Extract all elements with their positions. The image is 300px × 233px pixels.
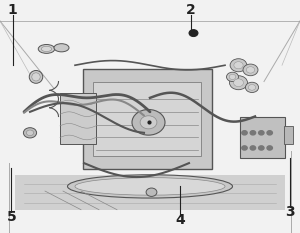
- Polygon shape: [15, 175, 285, 210]
- Ellipse shape: [32, 73, 40, 81]
- Circle shape: [146, 188, 157, 196]
- Ellipse shape: [38, 45, 55, 53]
- Text: 3: 3: [286, 205, 295, 219]
- Ellipse shape: [54, 44, 69, 52]
- Bar: [284, 126, 292, 144]
- Circle shape: [250, 146, 256, 150]
- Circle shape: [245, 82, 259, 93]
- Text: 5: 5: [7, 210, 16, 224]
- Circle shape: [234, 62, 243, 69]
- Circle shape: [267, 131, 272, 135]
- Bar: [60, 93, 96, 144]
- Circle shape: [246, 67, 255, 73]
- Ellipse shape: [41, 46, 52, 51]
- Circle shape: [250, 131, 256, 135]
- Circle shape: [140, 116, 157, 129]
- Bar: [93, 82, 201, 156]
- Ellipse shape: [75, 178, 225, 195]
- Text: 2: 2: [186, 3, 195, 17]
- Circle shape: [243, 64, 258, 76]
- Circle shape: [242, 131, 247, 135]
- Circle shape: [230, 76, 247, 90]
- Circle shape: [259, 131, 264, 135]
- Circle shape: [132, 110, 165, 135]
- Text: 1: 1: [8, 3, 17, 17]
- Circle shape: [226, 72, 238, 82]
- Circle shape: [229, 74, 236, 79]
- Bar: [240, 116, 285, 158]
- Ellipse shape: [68, 175, 232, 198]
- Circle shape: [259, 146, 264, 150]
- Ellipse shape: [29, 70, 43, 83]
- Circle shape: [230, 59, 247, 72]
- Text: 4: 4: [175, 213, 185, 227]
- Circle shape: [26, 130, 34, 136]
- Circle shape: [23, 128, 37, 138]
- Circle shape: [267, 146, 272, 150]
- FancyBboxPatch shape: [82, 69, 211, 169]
- Circle shape: [248, 85, 256, 90]
- Circle shape: [242, 146, 247, 150]
- Circle shape: [233, 79, 244, 87]
- Circle shape: [189, 30, 198, 37]
